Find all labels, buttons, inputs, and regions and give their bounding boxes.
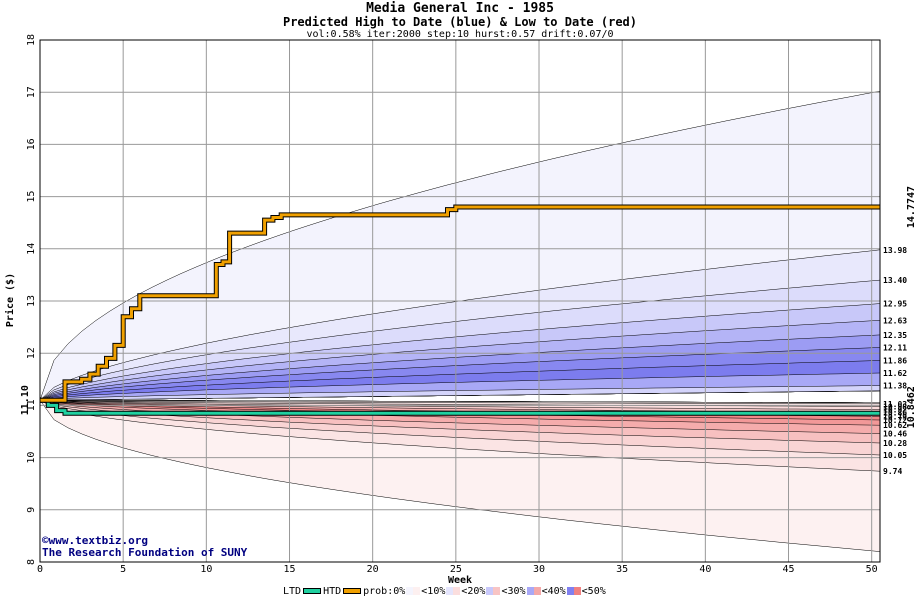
quantile-label: 11.03 — [883, 400, 907, 409]
ltd-final-label: 10.8462 — [906, 386, 917, 428]
x-tick-label: 20 — [367, 564, 379, 575]
quantile-label: 13.98 — [883, 246, 907, 255]
legend-prob-label: prob:0% — [363, 586, 406, 597]
x-tick-label: 30 — [533, 564, 545, 575]
quantile-label: 10.05 — [883, 451, 907, 460]
legend-b10-label: <10% — [421, 586, 446, 597]
y-tick-label: 15 — [26, 191, 37, 203]
axes: 0 5 10 15 20 25 30 35 40 45 50 8 9 10 11 12 13 14 15 16 17 18… — [4, 34, 881, 586]
quantile-label: 10.28 — [883, 439, 907, 448]
quantile-label: 12.63 — [883, 316, 907, 325]
y-tick-label: 13 — [26, 295, 37, 307]
x-tick-label: 25 — [450, 564, 462, 575]
legend-htd-swatch — [343, 588, 362, 594]
chart-title: Media General Inc - 1985 — [366, 1, 554, 16]
quantile-label: 13.40 — [883, 276, 907, 285]
quantile-label: 12.11 — [883, 343, 907, 352]
legend-swatch-30 — [526, 587, 541, 595]
chart-params: vol:0.58% iter:2000 step:10 hurst:0.57 d… — [306, 29, 614, 40]
y-tick-label: 17 — [26, 86, 37, 98]
start-price-label: 11.10 — [20, 385, 31, 415]
legend-swatch-20 — [486, 587, 501, 595]
legend-swatch-0 — [406, 587, 421, 595]
lower-band-11 — [39, 399, 881, 405]
legend: LTD HTD prob:0% <10% <20% <30% <40% <50% — [283, 586, 606, 597]
legend-htd-label: HTD — [323, 586, 342, 597]
y-tick-label: 12 — [26, 347, 37, 359]
labels: 11.10 13.98 13.40 12.95 12.63 12.35 12.11 11.86… — [20, 186, 917, 476]
legend-ltd-label: LTD — [283, 586, 302, 597]
quantile-label: 10.62 — [883, 421, 907, 430]
quantile-label: 9.74 — [883, 467, 902, 476]
y-tick-label: 11 — [26, 399, 37, 411]
quantile-label: 12.35 — [883, 331, 907, 340]
quantile-label: 11.62 — [883, 369, 907, 378]
quantile-label: 10.79 — [883, 412, 907, 421]
title-block: Media General Inc - 1985 Predicted High … — [0, 1, 920, 41]
y-tick-label: 8 — [26, 559, 37, 565]
credit-url: ©www.textbiz.org — [42, 534, 148, 547]
x-tick-label: 45 — [782, 564, 794, 575]
y-tick-label: 18 — [26, 34, 37, 46]
quantile-label: 10.72 — [883, 416, 907, 425]
quantile-label: 10.46 — [883, 430, 907, 439]
legend-ltd-swatch — [303, 588, 322, 594]
legend-b50-label: <50% — [581, 586, 606, 597]
y-tick-label: 9 — [26, 507, 37, 513]
series-lines — [40, 204, 880, 416]
x-tick-label: 10 — [200, 564, 212, 575]
quantile-label: 11.86 — [883, 357, 907, 366]
credit-org: The Research Foundation of SUNY — [42, 546, 248, 559]
quantile-label: 11.38 — [883, 382, 907, 391]
quantile-label: 10.98 — [883, 402, 907, 411]
y-axis-title: Price ($) — [4, 273, 16, 327]
y-tick-label: 16 — [26, 138, 37, 150]
chart-subtitle: Predicted High to Date (blue) & Low to D… — [282, 15, 637, 29]
x-tick-label: 15 — [283, 564, 295, 575]
y-tick-label: 14 — [26, 243, 37, 255]
quantile-label: 10.86 — [883, 409, 907, 418]
x-tick-label: 35 — [616, 564, 628, 575]
x-tick-label: 40 — [699, 564, 711, 575]
x-tick-label: 5 — [120, 564, 126, 575]
legend-swatch-40 — [566, 587, 581, 595]
upper-band-9 — [39, 385, 881, 401]
plot-frame — [39, 39, 881, 563]
legend-b30-label: <30% — [501, 586, 526, 597]
htd-final-label: 14.7747 — [906, 186, 917, 228]
htd-line — [40, 205, 880, 402]
legend-b20-label: <20% — [461, 586, 486, 597]
x-tick-label: 50 — [866, 564, 878, 575]
legend-b40-label: <40% — [541, 586, 566, 597]
quantile-label: 10.92 — [883, 406, 907, 415]
x-axis-title: Week — [448, 575, 472, 586]
upper-band-8 — [39, 372, 881, 401]
y-tick-label: 10 — [26, 452, 37, 464]
legend-swatch-10 — [446, 587, 461, 595]
quantile-label: 12.95 — [883, 300, 907, 309]
x-tick-label: 0 — [37, 564, 43, 575]
